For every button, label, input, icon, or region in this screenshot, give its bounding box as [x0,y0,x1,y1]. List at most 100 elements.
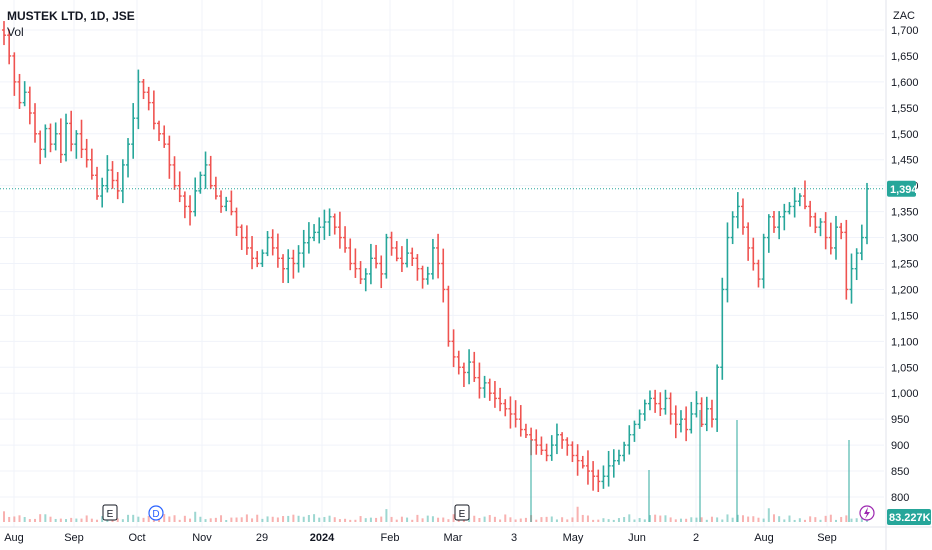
volume-bar [178,519,181,522]
volume-bar [333,517,336,522]
volume-bar [752,516,755,522]
volume-bar [214,517,217,522]
volume-bar [643,519,646,522]
volume-bar [23,517,26,522]
volume-bar [390,516,393,522]
volume-bar [328,515,331,522]
volume-bar [245,514,248,522]
y-tick-label: 1,000 [891,388,919,400]
volume-bar [741,515,744,522]
y-tick-label: 950 [891,414,909,426]
volume-bar [147,515,150,522]
x-tick-label: 29 [256,532,268,544]
symbol-title[interactable]: MUSTEK LTD, 1D, JSE [7,9,135,23]
volume-bar [44,514,47,522]
volume-bar [550,516,553,522]
y-tick-label: 800 [891,492,909,504]
volume-bar [638,518,641,522]
volume-bar [116,518,119,522]
chart-legend: MUSTEK LTD, 1D, JSE Vol [7,8,135,40]
volume-bar [809,516,812,522]
volume-bar [163,514,166,522]
volume-bar [28,519,31,522]
volume-bar [313,514,316,522]
volume-bar [431,516,434,522]
volume-bar [101,516,104,522]
volume-bar [607,519,610,522]
volume-value-label: 83.227K [889,512,931,524]
volume-bar [834,519,837,522]
volume-bar [581,514,584,522]
volume-bar [602,518,605,522]
volume-bar [199,516,202,522]
x-tick-label: May [563,532,584,544]
volume-bar [18,515,21,522]
volume-bar [679,518,682,522]
volume-bar [395,519,398,522]
volume-bar [803,519,806,522]
volume-bar [705,519,708,522]
volume-bar [49,516,52,522]
y-tick-label: 1,450 [891,155,919,167]
volume-bar [716,517,719,522]
volume-bar [65,519,68,522]
volume-indicator-label[interactable]: Vol [7,25,24,39]
volume-bar [266,516,269,522]
volume-bar [385,509,388,522]
y-tick-label: 1,250 [891,259,919,271]
earnings-marker[interactable] [102,504,118,521]
dividend-marker-label: D [152,509,159,520]
volume-bar [478,517,481,522]
volume-bar [767,508,770,522]
volume-bar [256,514,259,522]
volume-bar [421,518,424,522]
volume-bar [287,515,290,522]
volume-bar [302,516,305,522]
volume-bar [788,515,791,522]
volume-bar [514,519,517,522]
volume-bar [90,518,93,522]
volume-bar [524,517,527,522]
volume-bar [54,518,57,522]
volume-bar [225,519,228,522]
volume-bar [617,518,620,522]
volume-bar [96,519,99,522]
volume-bar [13,516,16,522]
currency-label[interactable]: ZAC [893,10,915,22]
volume-bar [540,517,543,522]
volume-bar [292,514,295,522]
volume-bar [628,514,631,522]
volume-bar [282,516,285,522]
x-tick-label: 2024 [310,532,335,544]
volume-bar [493,516,496,522]
volume-bar [654,514,657,522]
volume-bar [437,517,440,522]
volume-bar [499,519,502,522]
volume-bar [659,515,662,522]
volume-bar [364,518,367,522]
x-tick-label: 3 [511,532,517,544]
volume-bar [240,517,243,522]
y-tick-label: 1,150 [891,310,919,322]
dividend-marker[interactable] [148,505,164,521]
volume-bar [297,515,300,522]
volume-bar [121,519,124,522]
volume-bar [209,518,212,522]
volume-bar [354,519,357,522]
volume-bar [674,519,677,522]
y-tick-label: 1,350 [891,207,919,219]
y-tick-label: 850 [891,466,909,478]
volume-bar [586,515,589,522]
volume-bar [173,515,176,522]
volume-bar [132,514,135,522]
volume-bar [416,514,419,522]
volume-bar [75,518,78,522]
volume-bar [710,516,713,522]
earnings-marker[interactable] [454,504,470,521]
volume-bar [70,517,73,522]
volume-bar [8,516,11,522]
volume-bar [519,518,522,522]
volume-bar [220,515,223,522]
volume-bar [829,514,832,522]
